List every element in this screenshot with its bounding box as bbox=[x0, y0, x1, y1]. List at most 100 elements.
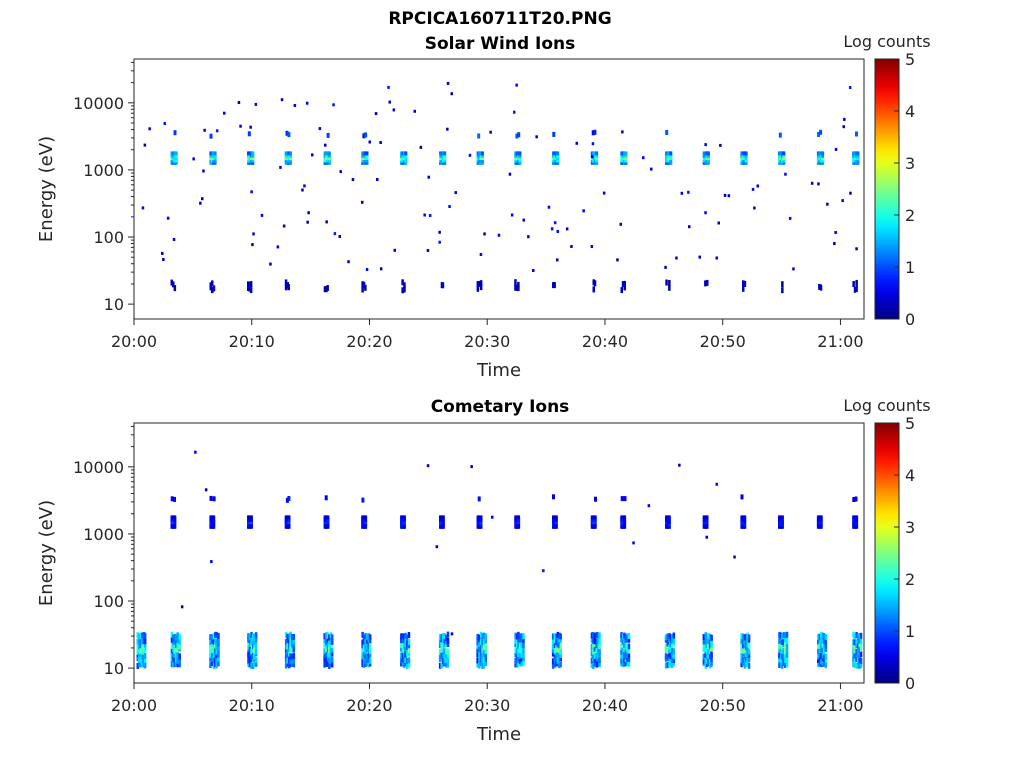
spectrogram-cell bbox=[249, 524, 253, 529]
spectrogram-cell bbox=[365, 656, 369, 663]
spectrogram-cell bbox=[323, 637, 326, 644]
spectrogram-cell bbox=[141, 206, 145, 210]
spectrogram-cell bbox=[626, 633, 629, 640]
spectrogram-cell bbox=[330, 661, 334, 668]
spectrogram-cell bbox=[441, 515, 445, 520]
spectrogram-cell bbox=[142, 648, 145, 655]
spectrogram-cell bbox=[592, 652, 595, 659]
spectrogram-cell bbox=[440, 652, 443, 659]
spectrogram-cell bbox=[602, 191, 606, 195]
spectrogram-cell bbox=[174, 153, 178, 158]
spectrogram-cell bbox=[623, 496, 627, 502]
spectrogram-cell bbox=[858, 646, 861, 653]
spectrogram-cell bbox=[670, 641, 674, 648]
spectrogram-cell bbox=[351, 178, 355, 181]
spectrogram-cell bbox=[476, 643, 479, 649]
spectrogram-cell bbox=[136, 648, 139, 655]
spectrogram-cell bbox=[590, 245, 594, 248]
spectrogram-cell bbox=[166, 216, 170, 220]
spectrogram-cell bbox=[481, 647, 484, 654]
spectrogram-cell bbox=[404, 151, 408, 156]
spectrogram-cell bbox=[591, 130, 595, 136]
spectrogram-cell bbox=[292, 638, 296, 645]
spectrogram-cell bbox=[740, 641, 743, 647]
spectrogram-cell bbox=[173, 524, 177, 529]
spectrogram-cell bbox=[743, 522, 747, 527]
spectrogram-cell bbox=[582, 209, 585, 213]
spectrogram-cell bbox=[327, 160, 331, 165]
spectrogram-cell bbox=[855, 131, 858, 137]
spectrogram-cell bbox=[707, 648, 710, 655]
spectrogram-cell bbox=[178, 643, 181, 650]
spectrogram-cell bbox=[254, 660, 258, 667]
spectrogram-cell bbox=[210, 560, 213, 564]
spectrogram-cell bbox=[707, 659, 710, 666]
spectrogram-cell bbox=[596, 648, 600, 655]
spectrogram-cell bbox=[593, 129, 597, 135]
spectrogram-cell bbox=[139, 656, 142, 663]
spectrogram-cell bbox=[785, 647, 789, 654]
spectrogram-cell bbox=[698, 255, 701, 259]
spectrogram-cell bbox=[368, 642, 372, 649]
spectrogram-cell bbox=[623, 641, 626, 648]
spectrogram-cell bbox=[176, 657, 179, 664]
spectrogram-cell bbox=[217, 632, 220, 639]
spectrogram-cell bbox=[212, 524, 216, 529]
spectrogram-area bbox=[136, 450, 863, 669]
spectrogram-cell bbox=[780, 522, 784, 527]
spectrogram-cell bbox=[664, 644, 668, 650]
spectrogram-cell bbox=[819, 522, 823, 527]
spectrogram-cell bbox=[330, 634, 334, 641]
spectrogram-cell bbox=[672, 632, 676, 639]
spectrogram-cell bbox=[513, 110, 516, 114]
spectrogram-cell bbox=[593, 524, 597, 529]
spectrogram-cell bbox=[406, 650, 409, 657]
spectrogram-cell bbox=[362, 643, 366, 650]
spectrogram-cell bbox=[174, 641, 178, 648]
spectrogram-cell bbox=[479, 522, 483, 527]
spectrogram-cell bbox=[593, 633, 597, 640]
spectrogram-cell bbox=[440, 645, 443, 652]
spectrogram-cell bbox=[621, 130, 624, 134]
spectrogram-cell bbox=[212, 515, 216, 520]
spectrogram-cell bbox=[559, 633, 562, 640]
spectrogram-cell bbox=[401, 651, 405, 658]
spectrogram-cell bbox=[744, 158, 748, 163]
spectrogram-cell bbox=[476, 661, 479, 668]
spectrogram-cell bbox=[138, 647, 141, 654]
spectrogram-cell bbox=[706, 156, 710, 161]
spectrogram-cell bbox=[250, 631, 253, 638]
spectrogram-cell bbox=[559, 661, 562, 668]
spectrogram-cell bbox=[717, 221, 720, 225]
spectrogram-cell bbox=[547, 205, 551, 209]
spectrogram-cell bbox=[327, 156, 331, 161]
spectrogram-cell bbox=[672, 657, 676, 663]
spectrogram-cell bbox=[324, 143, 327, 147]
spectrogram-cell bbox=[556, 158, 560, 163]
spectrogram-cell bbox=[203, 128, 206, 132]
spectrogram-cell bbox=[514, 641, 517, 647]
spectrogram-cell bbox=[428, 214, 432, 217]
spectrogram-cell bbox=[670, 662, 674, 668]
spectrogram-cell bbox=[680, 191, 684, 195]
spectrogram-cell bbox=[213, 156, 217, 161]
colorbar-tick-label: 3 bbox=[905, 154, 915, 173]
spectrogram-cell bbox=[780, 633, 784, 640]
spectrogram-cell bbox=[212, 651, 216, 658]
x-tick-label: 20:40 bbox=[582, 696, 628, 715]
spectrogram-cell bbox=[744, 151, 748, 156]
spectrogram-cell bbox=[778, 638, 781, 645]
spectrogram-cell bbox=[178, 653, 181, 660]
spectrogram-cell bbox=[367, 647, 370, 653]
spectrogram-cell bbox=[367, 661, 370, 668]
spectrogram-cell bbox=[173, 633, 176, 640]
spectrogram-cell bbox=[510, 213, 514, 217]
spectrogram-cell bbox=[368, 634, 372, 641]
spectrogram-cell bbox=[616, 258, 619, 262]
spectrogram-cell bbox=[406, 638, 409, 645]
spectrogram-cell bbox=[818, 655, 821, 662]
spectrogram-cell bbox=[479, 524, 483, 529]
spectrogram-cell bbox=[792, 267, 795, 271]
spectrogram-cell bbox=[136, 663, 139, 669]
